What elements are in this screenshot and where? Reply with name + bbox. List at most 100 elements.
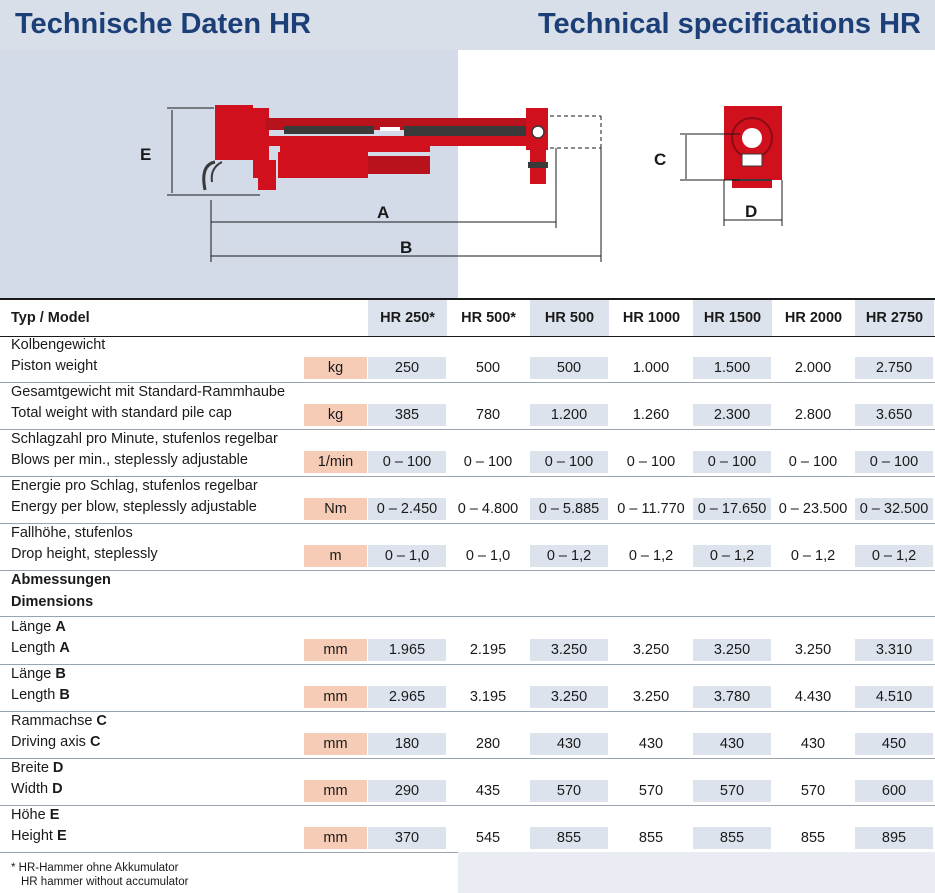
- hammer-drawing: E A B C D: [140, 105, 783, 262]
- dim-label-a: A: [377, 203, 389, 222]
- value-cell: 500: [530, 357, 608, 379]
- table-row: Schlagzahl pro Minute, stufenlos regelba…: [0, 429, 935, 477]
- value-cell: 2.000: [794, 360, 832, 376]
- value-cell: 570: [530, 780, 608, 802]
- value-cell: 0 – 100: [855, 451, 933, 473]
- table-row: Energie pro Schlag, stufenlos regelbar En…: [0, 476, 935, 524]
- row-label-english: Piston weight: [11, 358, 97, 374]
- label-letter: D: [52, 781, 63, 797]
- value-cell: 0 – 1,2: [855, 545, 933, 567]
- value-cell: 0 – 11.770: [617, 501, 685, 517]
- row-label-german: Rammachse C: [11, 713, 107, 729]
- label-text: Breite: [11, 760, 53, 776]
- value-cell: 2.750: [855, 357, 933, 379]
- row-label-german: Fallhöhe, stufenlos: [11, 525, 133, 541]
- front-dimensions: [680, 133, 783, 226]
- value-cell: 0 – 1,2: [790, 548, 836, 564]
- value-cell: 0 – 1,0: [368, 545, 446, 567]
- value-cell: 0 – 100: [368, 451, 446, 473]
- row-label-english: Driving axis C: [11, 734, 100, 750]
- hammer-front-view: [724, 106, 782, 188]
- dim-label-c: C: [654, 150, 666, 169]
- row-label-german: Länge B: [11, 666, 66, 682]
- value-cell: 1.965: [368, 639, 446, 661]
- value-cell: 3.250: [530, 686, 608, 708]
- value-cell: 250: [368, 357, 446, 379]
- label-letter: C: [89, 734, 101, 750]
- hammer-side-view: [202, 105, 548, 191]
- label-text: Energie pro Schlag, stufenlos regelbar: [11, 478, 258, 494]
- side-dimensions: [167, 107, 602, 262]
- value-cell: 430: [530, 733, 608, 755]
- label-letter: E: [49, 807, 60, 823]
- label-text: Drop height, steplessly: [11, 546, 158, 562]
- value-cell: 0 – 23.500: [778, 501, 848, 517]
- row-label-english: Energy per blow, steplessly adjustable: [11, 499, 257, 515]
- label-text: Energy per blow, steplessly adjustable: [11, 499, 257, 515]
- model-header: HR 500: [530, 300, 609, 336]
- label-text: Length: [11, 687, 60, 703]
- label-text: Fallhöhe, stufenlos: [11, 525, 133, 541]
- label-text: Total weight with standard pile cap: [11, 405, 232, 421]
- row-label-english: Height E: [11, 828, 67, 844]
- unit-cell: mm: [304, 780, 367, 802]
- value-cell: 0 – 2.450: [368, 498, 446, 520]
- value-cell: 450: [855, 733, 933, 755]
- unit-cell: m: [304, 545, 367, 567]
- value-cell: 3.250: [632, 689, 670, 705]
- value-cell: 1.500: [693, 357, 771, 379]
- value-cell: 3.650: [855, 404, 933, 426]
- dim-label-e: E: [140, 145, 151, 164]
- label-text: Height: [11, 828, 57, 844]
- dimensions-heading-english: Dimensions: [11, 594, 94, 610]
- value-cell: 0 – 1,0: [465, 548, 511, 564]
- value-cell: 3.195: [469, 689, 507, 705]
- label-letter: C: [96, 713, 107, 729]
- value-cell: 0 – 100: [626, 454, 676, 470]
- footnote-line-2: HR hammer without accumulator: [21, 876, 189, 888]
- table-row: Kolbengewicht Piston weight kg 250 500 500 1.0…: [0, 335, 935, 383]
- model-header: HR 500*: [461, 310, 516, 326]
- dimensions-heading-german: Abmessungen: [11, 572, 111, 588]
- value-cell: 0 – 100: [463, 454, 513, 470]
- row-label-german: Energie pro Schlag, stufenlos regelbar: [11, 478, 258, 494]
- label-letter: B: [59, 687, 70, 703]
- model-header: HR 1500: [693, 300, 772, 336]
- value-cell: 500: [475, 360, 501, 376]
- row-label-english: Length B: [11, 687, 70, 703]
- value-cell: 385: [368, 404, 446, 426]
- row-label-english: Blows per min., steplessly adjustable: [11, 452, 248, 468]
- value-cell: 3.780: [693, 686, 771, 708]
- label-letter: E: [56, 828, 67, 844]
- value-cell: 3.250: [530, 639, 608, 661]
- value-cell: 855: [693, 827, 771, 849]
- value-cell: 1.260: [632, 407, 670, 423]
- value-cell: 0 – 100: [693, 451, 771, 473]
- row-label-english: Drop height, steplessly: [11, 546, 158, 562]
- value-cell: 570: [800, 783, 826, 799]
- value-cell: 0 – 1,2: [628, 548, 674, 564]
- title-english: Technical specifications HR: [537, 8, 921, 40]
- value-cell: 290: [368, 780, 446, 802]
- table-header-row: Typ / Model HR 250* HR 500* HR 500 HR 1000 HR…: [0, 298, 935, 337]
- model-header: HR 2750: [855, 300, 934, 336]
- value-cell: 3.250: [693, 639, 771, 661]
- value-cell: 0 – 4.800: [457, 501, 519, 517]
- label-letter: A: [55, 619, 66, 635]
- value-cell: 570: [693, 780, 771, 802]
- unit-cell: 1/min: [304, 451, 367, 473]
- table-row: Gesamtgewicht mit Standard-Rammhaube Tota…: [0, 382, 935, 430]
- value-cell: 4.510: [855, 686, 933, 708]
- value-cell: 430: [800, 736, 826, 752]
- label-text: Rammachse: [11, 713, 97, 729]
- label-text: Piston weight: [11, 358, 98, 374]
- value-cell: 855: [530, 827, 608, 849]
- label-letter: A: [59, 640, 70, 656]
- row-label-german: Breite D: [11, 760, 63, 776]
- value-cell: 2.965: [368, 686, 446, 708]
- value-cell: 0 – 5.885: [530, 498, 608, 520]
- value-cell: 2.800: [794, 407, 832, 423]
